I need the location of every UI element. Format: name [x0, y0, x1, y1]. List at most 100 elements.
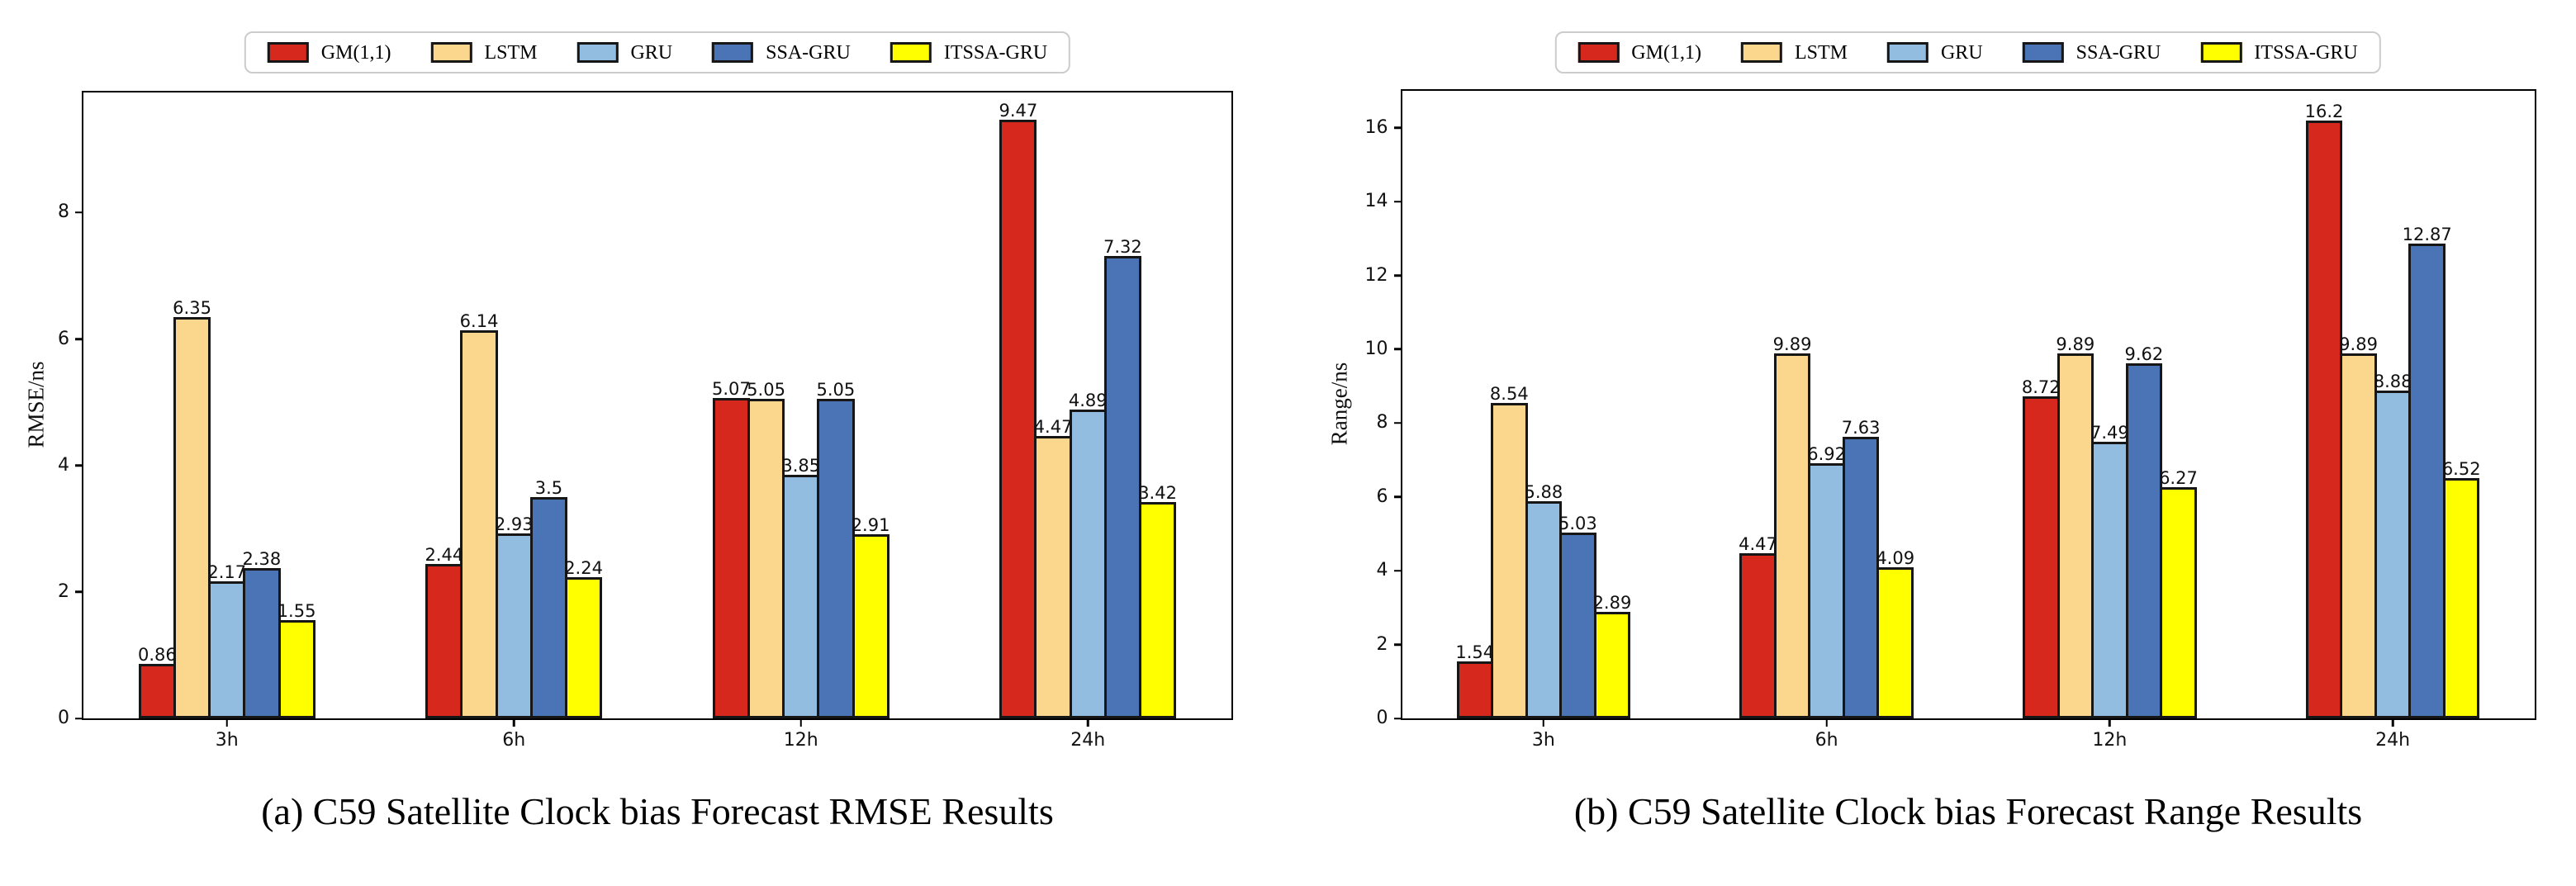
bar-value-label: 9.62	[2124, 344, 2164, 364]
bar-value-label: 5.05	[816, 380, 856, 400]
bar-ssa-gru-12h: 9.62	[2125, 345, 2163, 718]
bar-value-label: 3.85	[781, 456, 821, 476]
legend-item: GRU	[1886, 42, 1983, 63]
bar-value-label: 7.63	[1841, 417, 1881, 438]
bar-group-24h: 16.2 9.89 8.88 12.87 6.52	[2251, 91, 2535, 718]
bar-itssa-gru-24h: 6.52	[2442, 460, 2481, 718]
bar-value-label: 1.54	[1455, 642, 1495, 663]
legend-swatch-gm-1-1-	[1577, 42, 1620, 63]
bar-value-label: 4.89	[1068, 390, 1108, 410]
y-tick-mark	[75, 211, 83, 214]
bar-lstm-24h: 9.89	[2339, 335, 2378, 718]
x-tick-label: 6h	[502, 730, 526, 751]
y-tick-mark	[75, 464, 83, 467]
bar-ssa-gru-6h: 7.63	[1842, 419, 1881, 718]
bar-value-label: 6.14	[459, 310, 499, 331]
legend-swatch-lstm	[430, 42, 472, 63]
bar-value-label: 8.88	[2373, 372, 2412, 392]
legend-item: SSA-GRU	[2022, 41, 2161, 64]
legend-item: GRU	[576, 42, 672, 63]
bar-cluster: 4.47 9.89 6.92 7.63 4.09	[1685, 91, 1968, 718]
y-tick-label: 6	[1376, 486, 1388, 507]
legend-swatch-ssa-gru	[712, 42, 754, 63]
y-tick-label: 2	[1376, 633, 1388, 655]
bar-lstm-6h: 6.14	[460, 312, 498, 718]
bar-gru-3h: 5.88	[1524, 484, 1563, 718]
bar-group-12h: 5.07 5.05 3.85 5.05 2.91	[657, 92, 945, 718]
bar-value-label: 2.44	[425, 545, 464, 566]
y-tick-mark	[1393, 348, 1402, 351]
bar-lstm-12h: 5.05	[747, 381, 785, 718]
y-tick-mark	[1393, 274, 1402, 277]
legend-item: GM(1,1)	[1577, 42, 1701, 63]
legend-swatch-itssa-gru	[890, 42, 932, 63]
x-tick-mark	[1087, 718, 1089, 727]
bar-group-12h: 8.72 9.89 7.49 9.62 6.27	[1968, 91, 2251, 718]
legend-label: SSA-GRU	[2076, 41, 2161, 64]
bar-ssa-gru-3h: 5.03	[1558, 515, 1597, 718]
bar-group-3h: 0.86 6.35 2.17 2.38 1.55	[83, 92, 371, 718]
legend-item: LSTM	[1740, 42, 1848, 63]
x-tick-label: 3h	[215, 730, 239, 751]
legend-swatch-itssa-gru	[2200, 42, 2242, 63]
bar-ssa-gru-12h: 5.05	[817, 381, 855, 718]
y-tick-label: 16	[1364, 116, 1388, 138]
bar-cluster: 8.72 9.89 7.49 9.62 6.27	[1968, 91, 2251, 718]
bar-group-24h: 9.47 4.47 4.89 7.32 3.42	[945, 92, 1232, 718]
bar-cluster: 5.07 5.05 3.85 5.05 2.91	[657, 92, 945, 718]
bar-gm-1-1--24h: 9.47	[999, 102, 1037, 718]
y-tick-label: 8	[58, 201, 69, 223]
legend-swatch-ssa-gru	[2022, 42, 2064, 63]
bar-itssa-gru-6h: 2.24	[564, 559, 603, 718]
bar-value-label: 2.24	[564, 557, 603, 578]
y-tick-label: 10	[1364, 338, 1388, 359]
legend-label: LSTM	[484, 41, 538, 64]
y-tick-mark	[1393, 422, 1402, 424]
bar-value-label: 6.52	[2441, 458, 2481, 479]
legend-label: GRU	[630, 41, 673, 64]
chart-caption: (b) C59 Satellite Clock bias Forecast Ra…	[1573, 790, 2363, 832]
x-tick-mark	[1542, 718, 1545, 727]
bar-value-label: 2.17	[207, 561, 247, 582]
bar-gru-24h: 4.89	[1069, 391, 1108, 718]
bar-value-label: 12.87	[2402, 224, 2452, 244]
legend-swatch-gru	[576, 42, 619, 63]
x-tick-label: 24h	[2375, 730, 2411, 751]
bar-group-6h: 4.47 9.89 6.92 7.63 4.09	[1685, 91, 1968, 718]
bar-lstm-24h: 4.47	[1034, 418, 1072, 718]
bar-cluster: 2.44 6.14 2.93 3.5 2.24	[371, 92, 658, 718]
bar-gm-1-1--12h: 8.72	[2022, 379, 2061, 718]
bar-gru-24h: 8.88	[2374, 373, 2412, 718]
x-tick-label: 24h	[1070, 730, 1106, 751]
bar-gru-12h: 7.49	[2090, 424, 2129, 718]
bar-value-label: 16.2	[2304, 101, 2344, 121]
bar-value-label: 1.55	[277, 601, 316, 622]
legend: GM(1,1) LSTM GRU SSA-GRU ITSSA-GRU	[1554, 31, 2381, 73]
bar-gm-1-1--6h: 4.47	[1739, 536, 1777, 718]
x-tick-label: 6h	[1815, 730, 1838, 751]
y-tick-label: 12	[1364, 264, 1388, 286]
bar-value-label: 2.93	[494, 514, 534, 534]
x-tick-label: 12h	[783, 730, 818, 751]
y-tick-mark	[75, 590, 83, 594]
legend-item: GM(1,1)	[267, 41, 391, 64]
bar-value-label: 9.89	[2056, 334, 2095, 354]
plot-area: 0 2 4 6 8 10 12 14 16 1.54 8.54 5.88 5.03 2.89 3h 4.47 9…	[1365, 89, 2536, 750]
bar-cluster: 16.2 9.89 8.88 12.87 6.52	[2251, 91, 2535, 718]
bar-cluster: 0.86 6.35 2.17 2.38 1.55	[83, 92, 371, 718]
bar-itssa-gru-3h: 2.89	[1593, 594, 1631, 718]
y-tick-mark	[1393, 717, 1402, 720]
bar-value-label: 8.54	[1489, 384, 1529, 405]
legend-label: GM(1,1)	[1631, 41, 1701, 64]
bar-cluster: 1.54 8.54 5.88 5.03 2.89	[1402, 91, 1686, 718]
x-tick-mark	[513, 718, 515, 727]
y-tick-label: 0	[1376, 708, 1388, 728]
bar-group-3h: 1.54 8.54 5.88 5.03 2.89	[1402, 91, 1686, 718]
y-tick-label: 14	[1364, 191, 1388, 212]
bar-gm-1-1--6h: 2.44	[425, 547, 463, 718]
bar-value-label: 2.38	[242, 548, 282, 569]
y-tick-mark	[1393, 200, 1402, 203]
bar-value-label: 2.89	[1592, 592, 1632, 613]
legend-label: GM(1,1)	[320, 41, 391, 64]
bar-value-label: 4.47	[1739, 534, 1777, 555]
